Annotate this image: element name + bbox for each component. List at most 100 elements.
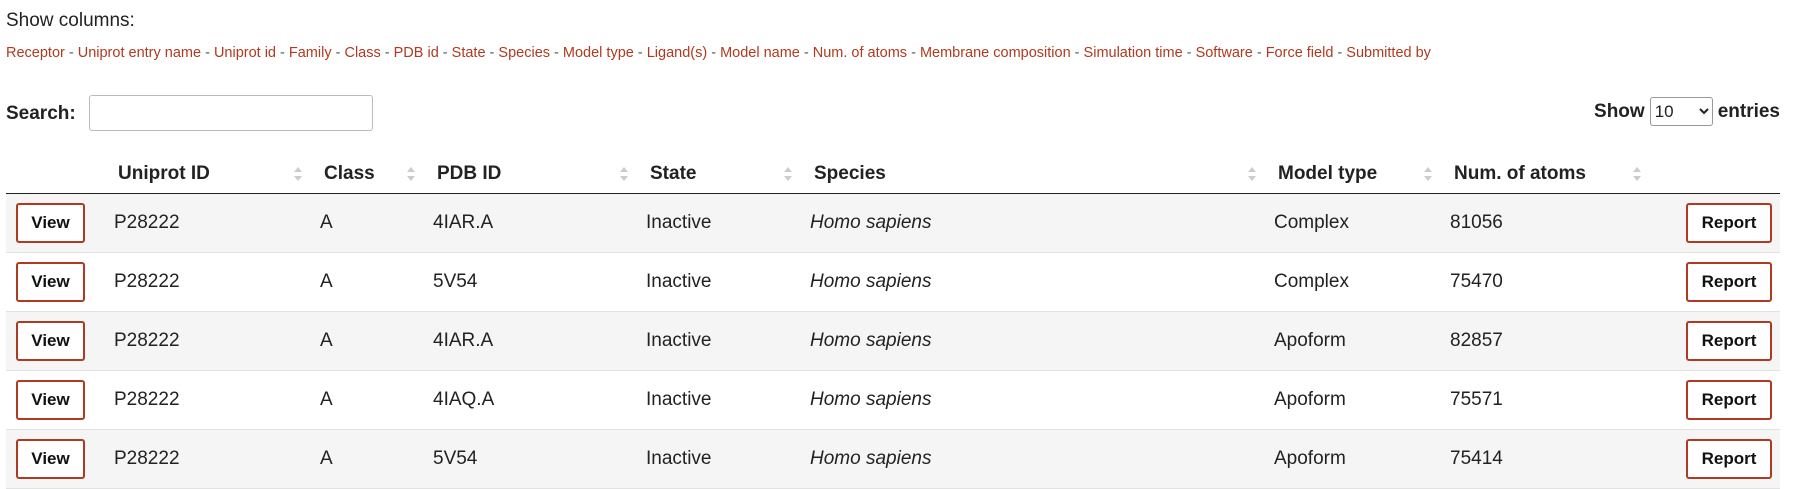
model-type-value: Apoform [1274, 389, 1346, 410]
view-button[interactable]: View [16, 439, 85, 479]
class-cell: A [312, 193, 425, 253]
class-cell: A [312, 252, 425, 312]
view-cell: View [6, 429, 106, 489]
column-toggle-receptor[interactable]: Receptor [6, 45, 65, 61]
pdb-id-value: 4IAR.A [433, 330, 494, 351]
species-value: Homo sapiens [810, 389, 932, 410]
column-toggle-membrane-composition[interactable]: Membrane composition [919, 45, 1071, 61]
column-toggle-submitted-by[interactable]: Submitted by [1346, 45, 1431, 61]
column-toggle-family[interactable]: Family [288, 45, 332, 61]
header-species[interactable]: Species [802, 155, 1266, 194]
view-button[interactable]: View [16, 321, 85, 361]
results-table: Uniprot ID Class PDB ID State Species Mo… [6, 155, 1780, 489]
toggle-separator: - [907, 45, 920, 61]
table-row: View P28222 A 4IAQ.A Inactive Homo sapiens Apo… [6, 370, 1780, 430]
state-cell: Inactive [638, 252, 802, 312]
report-button[interactable]: Report [1686, 321, 1772, 361]
sort-icon [620, 167, 628, 181]
column-toggle-software[interactable]: Software [1195, 45, 1253, 61]
column-toggle-simulation-time[interactable]: Simulation time [1083, 45, 1183, 61]
species-cell: Homo sapiens [802, 370, 1266, 430]
class-value: A [320, 448, 333, 469]
column-toggle-model-type[interactable]: Model type [562, 45, 634, 61]
entries-select[interactable]: 10 [1649, 97, 1713, 126]
num-atoms-cell: 75571 [1442, 370, 1651, 430]
pdb-id-cell: 4IAQ.A [425, 370, 638, 430]
toggle-separator: - [201, 45, 214, 61]
sort-icon [1424, 167, 1432, 181]
num-atoms-value: 75414 [1450, 448, 1503, 469]
report-cell: Report [1651, 252, 1780, 312]
species-value: Homo sapiens [810, 330, 932, 351]
uniprot-id-value: P28222 [114, 330, 180, 351]
report-button[interactable]: Report [1686, 439, 1772, 479]
view-button[interactable]: View [16, 380, 85, 420]
column-toggle-uniprot-entry-name[interactable]: Uniprot entry name [77, 45, 202, 61]
state-value: Inactive [646, 448, 712, 469]
toggle-separator: - [707, 45, 721, 61]
header-num-atoms[interactable]: Num. of atoms [1442, 155, 1651, 194]
model-type-value: Complex [1274, 271, 1349, 292]
header-state[interactable]: State [638, 155, 802, 194]
header-model-type[interactable]: Model type [1266, 155, 1442, 194]
column-toggle-ligand-s[interactable]: Ligand(s) [646, 45, 708, 61]
sort-icon [1248, 167, 1256, 181]
species-cell: Homo sapiens [802, 311, 1266, 371]
class-cell: A [312, 370, 425, 430]
model-type-value: Apoform [1274, 330, 1346, 351]
report-cell: Report [1651, 429, 1780, 489]
num-atoms-value: 75470 [1450, 271, 1503, 292]
class-value: A [320, 212, 333, 233]
sort-icon [784, 167, 792, 181]
header-uniprot-id[interactable]: Uniprot ID [106, 155, 312, 194]
toggle-separator: - [380, 45, 394, 61]
header-report [1651, 155, 1780, 194]
view-cell: View [6, 252, 106, 312]
species-cell: Homo sapiens [802, 252, 1266, 312]
state-cell: Inactive [638, 193, 802, 253]
search-input[interactable] [89, 95, 373, 131]
toggle-separator: - [633, 45, 647, 61]
uniprot-id-value: P28222 [114, 448, 180, 469]
column-toggle-uniprot-id[interactable]: Uniprot id [213, 45, 276, 61]
species-value: Homo sapiens [810, 448, 932, 469]
view-cell: View [6, 193, 106, 253]
uniprot-id-cell: P28222 [106, 429, 312, 489]
length-prefix: Show [1594, 100, 1645, 122]
view-button[interactable]: View [16, 203, 85, 243]
table-row: View P28222 A 5V54 Inactive Homo sapiens Compl… [6, 252, 1780, 312]
column-toggle-species[interactable]: Species [498, 45, 551, 61]
pdb-id-cell: 5V54 [425, 252, 638, 312]
model-type-cell: Apoform [1266, 429, 1442, 489]
column-toggle-state[interactable]: State [451, 45, 486, 61]
column-toggle-num-of-atoms[interactable]: Num. of atoms [812, 45, 908, 61]
report-button[interactable]: Report [1686, 380, 1772, 420]
uniprot-id-cell: P28222 [106, 252, 312, 312]
report-button[interactable]: Report [1686, 262, 1772, 302]
column-toggles: Receptor - Uniprot entry name - Uniprot … [6, 45, 1431, 61]
column-toggle-pdb-id[interactable]: PDB id [393, 45, 439, 61]
column-toggle-model-name[interactable]: Model name [720, 45, 800, 61]
species-value: Homo sapiens [810, 212, 932, 233]
state-cell: Inactive [638, 311, 802, 371]
page-length-control: Show 10 entries [1594, 97, 1780, 126]
column-toggle-class[interactable]: Class [344, 45, 381, 61]
search-label: Search: [6, 103, 76, 124]
column-toggle-force-field[interactable]: Force field [1265, 45, 1334, 61]
view-button[interactable]: View [16, 262, 85, 302]
sort-icon [294, 167, 302, 181]
state-value: Inactive [646, 330, 712, 351]
header-actions [6, 155, 106, 194]
species-value: Homo sapiens [810, 271, 932, 292]
uniprot-id-value: P28222 [114, 271, 180, 292]
toggle-separator: - [550, 45, 563, 61]
header-class[interactable]: Class [312, 155, 425, 194]
num-atoms-cell: 75470 [1442, 252, 1651, 312]
show-columns-title: Show columns: [6, 10, 135, 31]
uniprot-id-cell: P28222 [106, 311, 312, 371]
toggle-separator: - [1333, 45, 1347, 61]
header-pdb-id[interactable]: PDB ID [425, 155, 638, 194]
class-value: A [320, 271, 333, 292]
report-button[interactable]: Report [1686, 203, 1772, 243]
view-cell: View [6, 311, 106, 371]
